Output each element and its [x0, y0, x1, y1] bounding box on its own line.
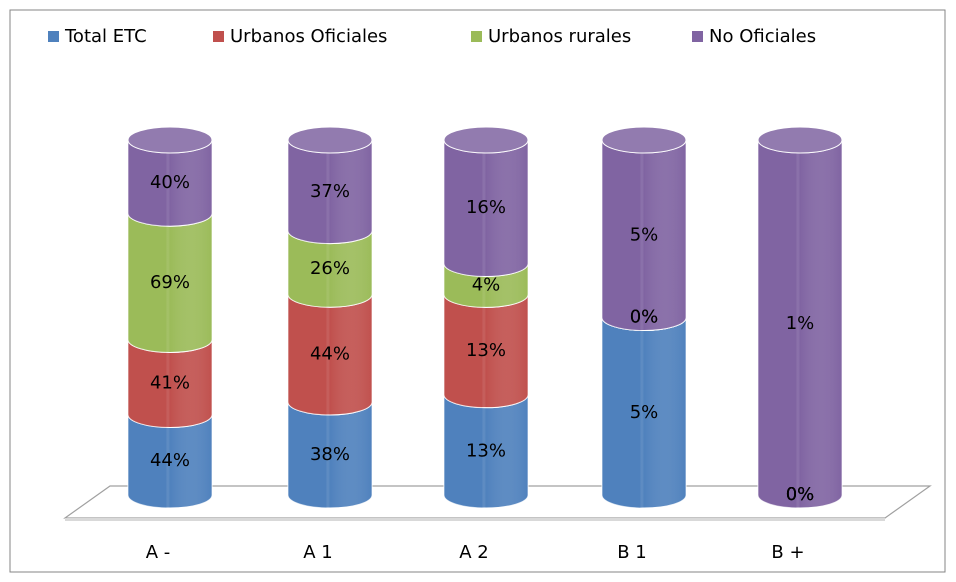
data-label: 44% — [150, 450, 190, 471]
legend-swatch — [692, 31, 703, 42]
segment-shade — [444, 294, 528, 408]
data-label: 4% — [472, 274, 501, 295]
segment-shade — [444, 263, 528, 308]
data-label: 38% — [310, 444, 350, 465]
legend-label: Total ETC — [64, 26, 147, 47]
x-tick-label: A 1 — [303, 542, 333, 563]
data-label: 37% — [310, 181, 350, 202]
legend-label: No Oficiales — [709, 26, 816, 47]
data-label: 69% — [150, 272, 190, 293]
data-label: 0% — [786, 484, 815, 505]
segment-shade — [758, 140, 842, 508]
legend-label: Urbanos rurales — [488, 26, 631, 47]
segment-shade — [444, 140, 528, 277]
segment-shade — [128, 140, 212, 227]
data-label: 13% — [466, 440, 506, 461]
cylinder-top — [443, 126, 529, 154]
data-label: 0% — [630, 307, 659, 328]
data-label: 5% — [630, 402, 659, 423]
segment-shade — [128, 213, 212, 353]
x-tick-label: A 2 — [459, 542, 489, 563]
x-tick-label: A - — [146, 542, 171, 563]
data-label: 13% — [466, 340, 506, 361]
data-label: 1% — [786, 313, 815, 334]
segment-shade — [128, 414, 212, 508]
segment-shade — [288, 230, 372, 308]
data-label: 0% — [786, 484, 815, 505]
data-label: 0% — [630, 307, 659, 328]
data-label: 44% — [310, 344, 350, 365]
data-label: 16% — [466, 197, 506, 218]
segment-shade — [602, 317, 686, 508]
data-label: 5% — [630, 224, 659, 245]
segment-shade — [444, 394, 528, 508]
segment-shade — [602, 140, 686, 331]
segment-shade — [288, 294, 372, 415]
cylinder-top — [601, 126, 687, 154]
legend-swatch — [48, 31, 59, 42]
data-label: 26% — [310, 258, 350, 279]
x-tick-label: B + — [771, 542, 804, 563]
cylinder-top — [757, 126, 843, 154]
legend-label: Urbanos Oficiales — [230, 26, 387, 47]
segment-shade — [288, 140, 372, 244]
data-label: 40% — [150, 172, 190, 193]
cylinder-top — [287, 126, 373, 154]
data-label: 0% — [786, 484, 815, 505]
legend-swatch — [471, 31, 482, 42]
segment-shade — [128, 339, 212, 428]
data-label: 41% — [150, 372, 190, 393]
segment-shade — [288, 401, 372, 508]
legend-swatch — [213, 31, 224, 42]
x-tick-label: B 1 — [617, 542, 647, 563]
cylinder-top — [127, 126, 213, 154]
floor-edge — [65, 518, 885, 521]
